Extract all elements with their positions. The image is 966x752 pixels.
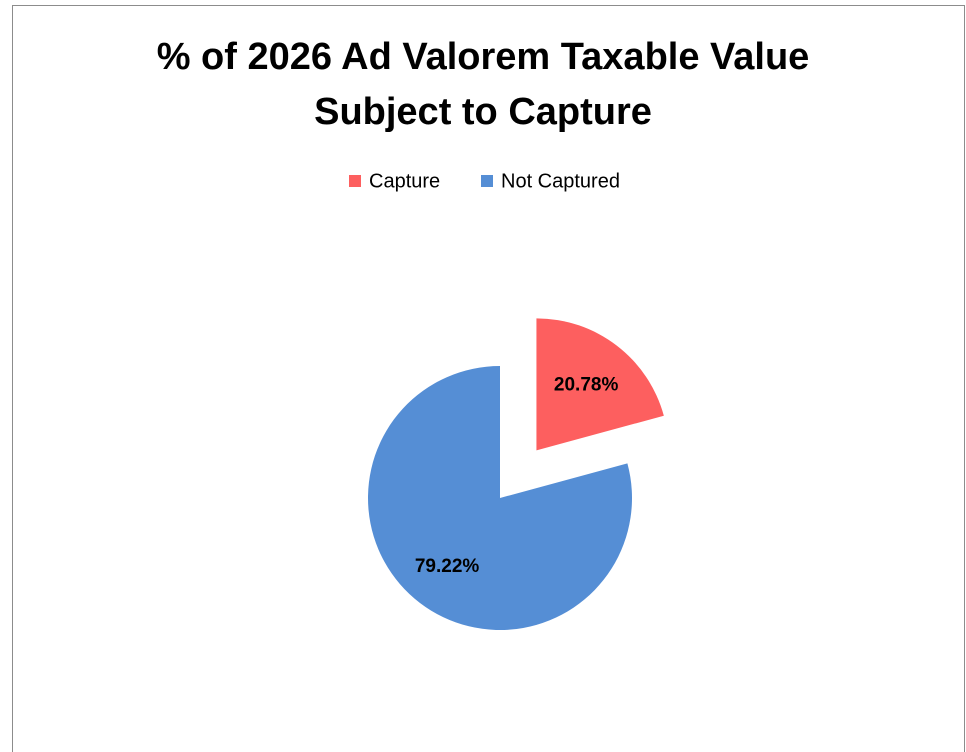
- chart-title: % of 2026 Ad Valorem Taxable Value Subje…: [156, 36, 810, 133]
- legend-swatch: [349, 175, 361, 187]
- data-label: 20.78%: [554, 374, 619, 395]
- pie-slice: [368, 366, 632, 630]
- legend-swatch: [481, 175, 493, 187]
- data-label: 79.22%: [415, 556, 480, 577]
- legend-label: Not Captured: [501, 170, 620, 192]
- legend-label: Capture: [369, 170, 440, 192]
- pie-slice: [536, 318, 664, 451]
